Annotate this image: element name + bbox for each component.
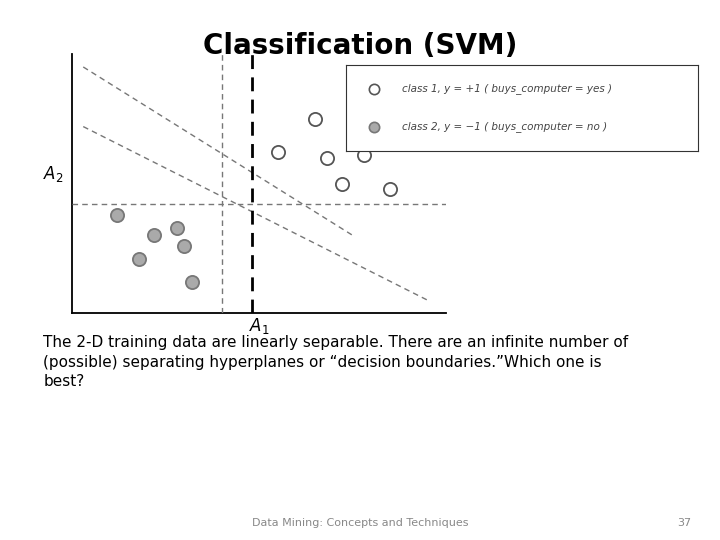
Text: The 2-D training data are linearly separable. There are an infinite number of
(p: The 2-D training data are linearly separ…	[43, 335, 629, 389]
Point	[186, 278, 197, 286]
Point	[359, 151, 370, 159]
Point	[384, 185, 396, 193]
Y-axis label: $A_2$: $A_2$	[43, 164, 63, 184]
Point	[272, 148, 284, 157]
Point	[310, 114, 321, 123]
Text: Data Mining: Concepts and Techniques: Data Mining: Concepts and Techniques	[252, 518, 468, 528]
Text: class 1, y = +1 ( buys_computer = yes ): class 1, y = +1 ( buys_computer = yes )	[402, 84, 612, 94]
Point	[368, 85, 379, 93]
Point	[171, 224, 183, 232]
Point	[111, 211, 122, 219]
Point	[336, 179, 347, 188]
Point	[321, 153, 333, 162]
Point	[148, 231, 160, 240]
Text: Classification (SVM): Classification (SVM)	[203, 32, 517, 60]
Text: 37: 37	[677, 518, 691, 528]
X-axis label: $A_1$: $A_1$	[249, 316, 269, 336]
Point	[368, 123, 379, 131]
Point	[179, 241, 190, 250]
Point	[134, 254, 145, 263]
Text: class 2, y = −1 ( buys_computer = no ): class 2, y = −1 ( buys_computer = no )	[402, 122, 607, 132]
